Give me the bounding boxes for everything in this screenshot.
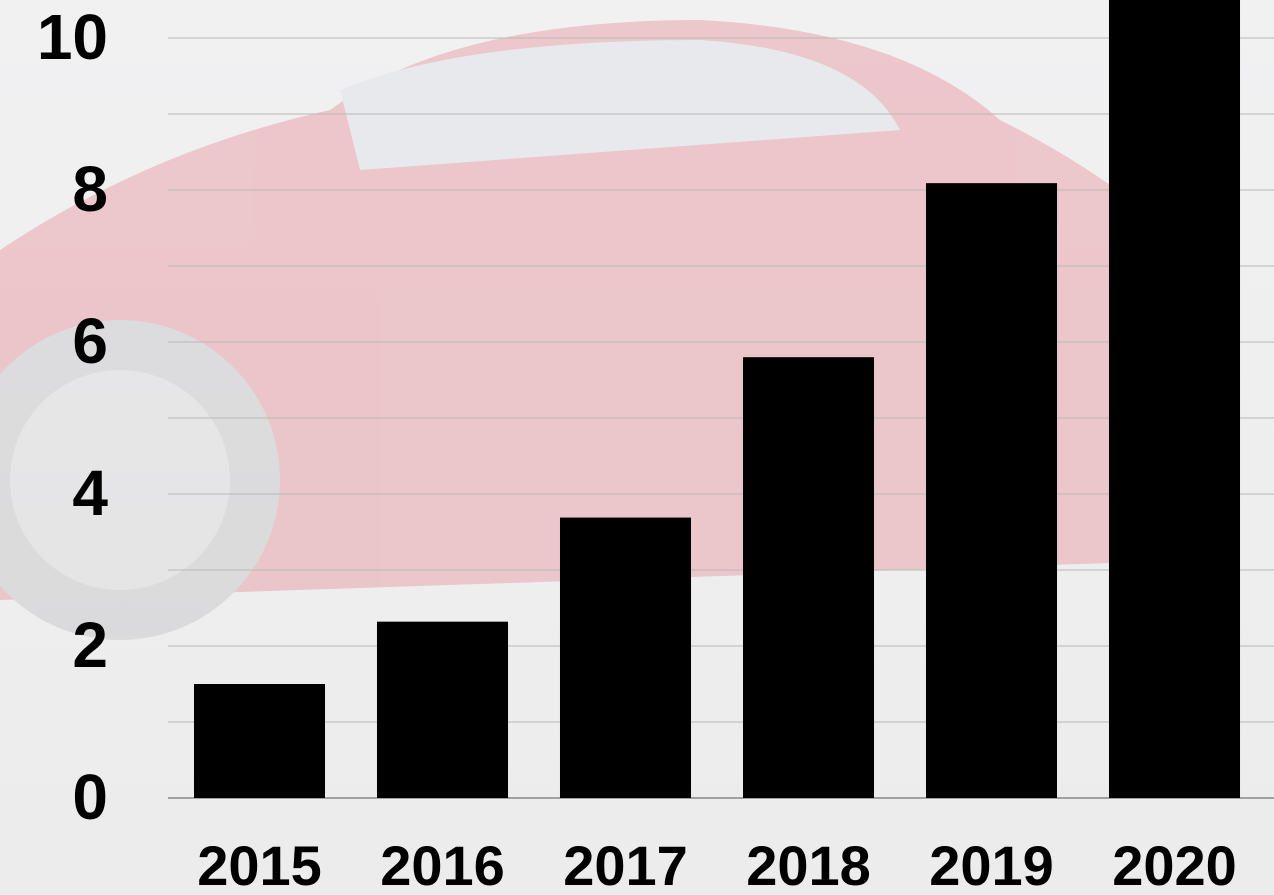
- y-tick-label: 2: [72, 609, 108, 681]
- x-tick-label: 2019: [929, 834, 1054, 895]
- y-tick-label: 10: [37, 1, 108, 73]
- y-tick-label: 4: [72, 457, 108, 529]
- bar: [743, 357, 874, 798]
- x-tick-label: 2016: [380, 834, 505, 895]
- y-tick-label: 6: [72, 305, 108, 377]
- bar: [560, 518, 691, 798]
- x-tick-label: 2020: [1112, 834, 1237, 895]
- bar: [194, 684, 325, 798]
- x-tick-label: 2015: [197, 834, 322, 895]
- bar: [926, 183, 1057, 798]
- chart: 0 2 4 6 8 10 2015 2016 2017 2018 2019 2020: [0, 0, 1274, 895]
- x-tick-label: 2017: [563, 834, 688, 895]
- bar: [1109, 0, 1240, 798]
- y-tick-label: 8: [72, 153, 108, 225]
- y-tick-label: 0: [72, 761, 108, 833]
- page: 0246810201520162017201820192020 (() => {…: [0, 0, 1274, 895]
- x-tick-label: 2018: [746, 834, 871, 895]
- bar: [377, 622, 508, 798]
